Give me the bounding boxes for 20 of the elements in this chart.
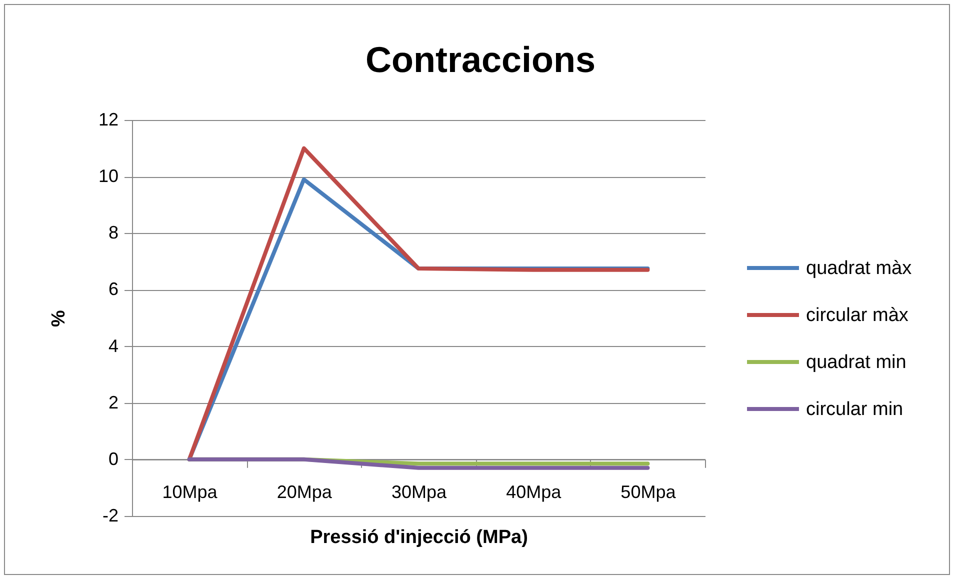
x-tick-label: 50Mpa: [620, 482, 677, 502]
x-tick-label: 20Mpa: [276, 482, 333, 502]
x-axis-title: Pressió d'injecció (MPa): [310, 526, 528, 548]
y-axis-title: %: [48, 310, 70, 327]
legend-label: quadrat màx: [806, 258, 912, 279]
legend-label: circular màx: [806, 305, 909, 326]
y-tick-label: 12: [98, 110, 118, 130]
y-tick-label: 0: [108, 448, 118, 469]
x-tick-label: 40Mpa: [506, 482, 562, 502]
x-tick-label: 30Mpa: [391, 482, 448, 502]
legend-label: quadrat min: [806, 352, 906, 373]
y-tick-label: 4: [108, 336, 118, 356]
y-tick-label: -2: [102, 506, 118, 526]
y-tick-label: 8: [108, 222, 118, 243]
chart-title: Contraccions: [365, 39, 596, 80]
x-tick-label: 10Mpa: [162, 482, 218, 502]
y-tick-label: 6: [108, 279, 118, 300]
legend-label: circular min: [806, 399, 904, 420]
y-tick-label: 10: [98, 166, 118, 186]
y-tick-label: 2: [108, 392, 118, 412]
